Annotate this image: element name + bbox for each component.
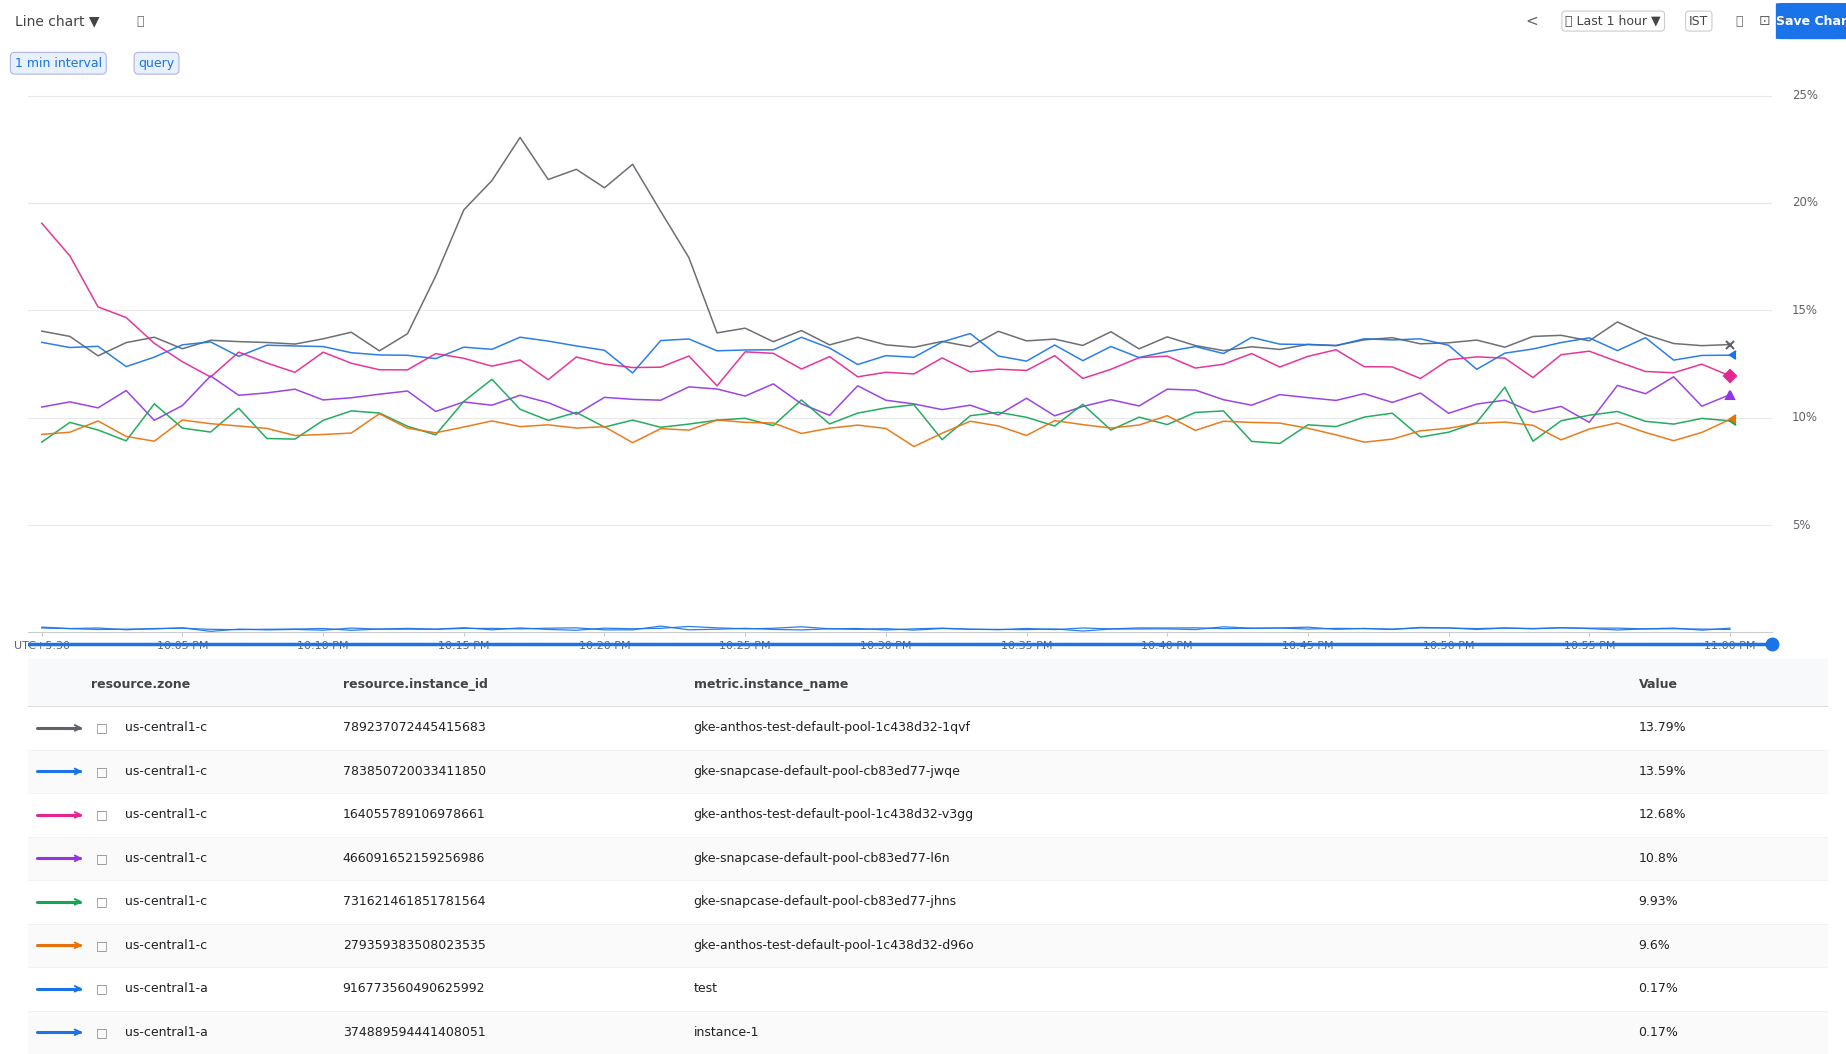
- Text: us-central1-c: us-central1-c: [126, 808, 207, 821]
- Text: instance-1: instance-1: [694, 1026, 759, 1039]
- Text: 374889594441408051: 374889594441408051: [343, 1026, 485, 1039]
- Text: 🔍: 🔍: [1735, 15, 1743, 27]
- Text: 10%: 10%: [1792, 411, 1818, 424]
- Text: □: □: [96, 721, 107, 735]
- Text: IST: IST: [1689, 15, 1708, 27]
- Text: us-central1-c: us-central1-c: [126, 765, 207, 778]
- Text: 1 min interval: 1 min interval: [15, 57, 102, 70]
- Bar: [28, 968, 1828, 1011]
- Bar: [28, 837, 1828, 880]
- Text: 789237072445415683: 789237072445415683: [343, 721, 485, 735]
- Bar: [28, 659, 1828, 706]
- Text: 279359383508023535: 279359383508023535: [343, 939, 485, 952]
- Text: ⋮: ⋮: [1839, 12, 1846, 31]
- Text: □: □: [96, 982, 107, 995]
- Text: gke-snapcase-default-pool-cb83ed77-jwqe: gke-snapcase-default-pool-cb83ed77-jwqe: [694, 765, 960, 778]
- Text: 25%: 25%: [1792, 90, 1818, 102]
- Bar: [28, 880, 1828, 923]
- Text: gke-snapcase-default-pool-cb83ed77-l6n: gke-snapcase-default-pool-cb83ed77-l6n: [694, 852, 951, 865]
- Text: 9.93%: 9.93%: [1639, 895, 1678, 909]
- Text: 731621461851781564: 731621461851781564: [343, 895, 485, 909]
- Text: □: □: [96, 852, 107, 865]
- Text: 916773560490625992: 916773560490625992: [343, 982, 485, 995]
- Text: >: >: [1778, 14, 1791, 28]
- Text: gke-anthos-test-default-pool-1c438d32-d96o: gke-anthos-test-default-pool-1c438d32-d9…: [694, 939, 975, 952]
- Bar: [28, 749, 1828, 793]
- Text: <: <: [1527, 14, 1538, 28]
- Text: us-central1-c: us-central1-c: [126, 939, 207, 952]
- Text: us-central1-c: us-central1-c: [126, 895, 207, 909]
- Text: us-central1-c: us-central1-c: [126, 721, 207, 735]
- Text: □: □: [96, 1026, 107, 1039]
- Text: 🕐 Last 1 hour ▼: 🕐 Last 1 hour ▼: [1565, 15, 1661, 27]
- Text: 0.17%: 0.17%: [1639, 1026, 1678, 1039]
- Text: gke-anthos-test-default-pool-1c438d32-1qvf: gke-anthos-test-default-pool-1c438d32-1q…: [694, 721, 971, 735]
- Text: 783850720033411850: 783850720033411850: [343, 765, 485, 778]
- Text: 5%: 5%: [1792, 519, 1811, 531]
- Text: us-central1-a: us-central1-a: [126, 1026, 209, 1039]
- Text: us-central1-a: us-central1-a: [126, 982, 209, 995]
- Text: 164055789106978661: 164055789106978661: [343, 808, 485, 821]
- Bar: [28, 793, 1828, 837]
- Text: us-central1-c: us-central1-c: [126, 852, 207, 865]
- Bar: [28, 706, 1828, 749]
- Text: □: □: [96, 765, 107, 778]
- Text: test: test: [694, 982, 718, 995]
- Text: ⊡: ⊡: [1759, 14, 1770, 28]
- Text: □: □: [96, 895, 107, 909]
- Text: gke-anthos-test-default-pool-1c438d32-v3gg: gke-anthos-test-default-pool-1c438d32-v3…: [694, 808, 973, 821]
- Text: resource.instance_id: resource.instance_id: [343, 678, 487, 691]
- Text: 12.68%: 12.68%: [1639, 808, 1685, 821]
- Bar: [28, 923, 1828, 968]
- Bar: [28, 1011, 1828, 1054]
- Text: 13.59%: 13.59%: [1639, 765, 1685, 778]
- FancyBboxPatch shape: [1776, 3, 1846, 39]
- Text: □: □: [96, 808, 107, 821]
- Text: Save Chart: Save Chart: [1776, 15, 1846, 27]
- Text: 466091652159256986: 466091652159256986: [343, 852, 485, 865]
- Text: query: query: [138, 57, 175, 70]
- Text: Value: Value: [1639, 678, 1678, 691]
- Text: 0.17%: 0.17%: [1639, 982, 1678, 995]
- Text: 10.8%: 10.8%: [1639, 852, 1678, 865]
- Text: 20%: 20%: [1792, 196, 1818, 210]
- Text: metric.instance_name: metric.instance_name: [694, 678, 847, 691]
- Text: 🔍: 🔍: [137, 15, 144, 27]
- Text: 9.6%: 9.6%: [1639, 939, 1671, 952]
- Text: Line chart ▼: Line chart ▼: [15, 14, 100, 28]
- Text: resource.zone: resource.zone: [90, 678, 190, 691]
- Text: 13.79%: 13.79%: [1639, 721, 1685, 735]
- Text: □: □: [96, 939, 107, 952]
- Text: gke-snapcase-default-pool-cb83ed77-jhns: gke-snapcase-default-pool-cb83ed77-jhns: [694, 895, 956, 909]
- Text: 15%: 15%: [1792, 304, 1818, 317]
